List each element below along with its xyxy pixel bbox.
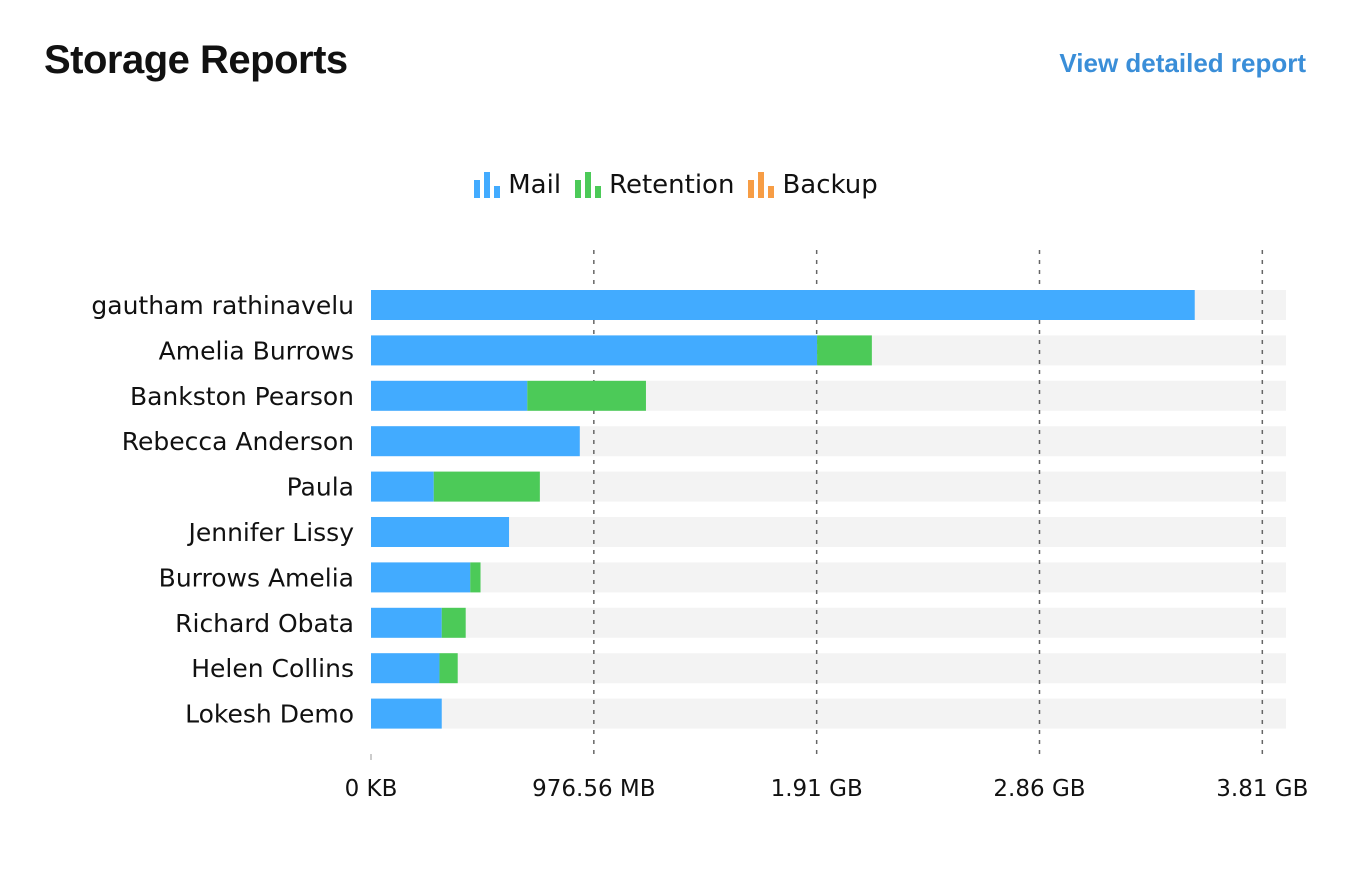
bar-mail <box>371 653 440 684</box>
legend-label: Retention <box>609 170 735 200</box>
page-title: Storage Reports <box>44 38 348 82</box>
bar-retention <box>527 380 646 411</box>
legend-label: Mail <box>508 170 562 200</box>
bar-mail <box>371 607 442 638</box>
bar-track <box>371 607 1286 638</box>
bar-chart-icon <box>748 172 775 198</box>
category-label: Jennifer Lissy <box>186 518 354 547</box>
category-label: Lokesh Demo <box>185 700 354 729</box>
storage-bar-chart: gautham rathinavelu Amelia Burrows Banksto… <box>91 250 1308 802</box>
bar-chart-icon <box>575 172 602 198</box>
bar-retention <box>441 607 466 638</box>
legend-item-backup[interactable]: Backup <box>748 170 878 200</box>
bar-retention <box>817 335 872 366</box>
bar-retention <box>439 653 458 684</box>
bar-chart-icon <box>474 172 501 198</box>
category-label: Helen Collins <box>191 654 354 683</box>
category-label: Rebecca Anderson <box>122 427 354 456</box>
bar-retention <box>470 562 481 593</box>
bar-mail <box>371 380 528 411</box>
bar-mail <box>371 517 510 547</box>
bar-mail <box>371 562 471 593</box>
bar-track <box>371 517 1286 547</box>
legend-item-mail[interactable]: Mail <box>474 170 561 200</box>
x-tick-label: 3.81 GB <box>1216 776 1308 802</box>
legend-label: Backup <box>782 170 878 200</box>
category-label: gautham rathinavelu <box>91 291 354 320</box>
legend-item-retention[interactable]: Retention <box>575 170 734 200</box>
bar-mail <box>371 471 434 502</box>
bar-mail <box>371 698 442 729</box>
x-tick-label: 976.56 MB <box>532 776 655 802</box>
x-tick-label: 0 KB <box>345 776 398 802</box>
category-label: Richard Obata <box>175 609 354 638</box>
category-label: Paula <box>287 473 354 502</box>
category-label: Amelia Burrows <box>159 336 354 365</box>
bar-track <box>371 653 1286 684</box>
bar-track <box>371 562 1286 593</box>
category-label: Burrows Amelia <box>159 563 354 592</box>
category-label: Bankston Pearson <box>130 382 354 411</box>
bar-mail <box>371 290 1195 320</box>
x-tick-label: 2.86 GB <box>993 776 1085 802</box>
bar-mail <box>371 426 580 457</box>
x-tick-label: 1.91 GB <box>771 776 863 802</box>
bar-retention <box>433 471 540 502</box>
bar-track <box>371 698 1286 729</box>
bar-mail <box>371 335 818 366</box>
chart-legend: Mail Retention Backup <box>0 170 1352 200</box>
view-detailed-report-link[interactable]: View detailed report <box>1059 48 1306 78</box>
